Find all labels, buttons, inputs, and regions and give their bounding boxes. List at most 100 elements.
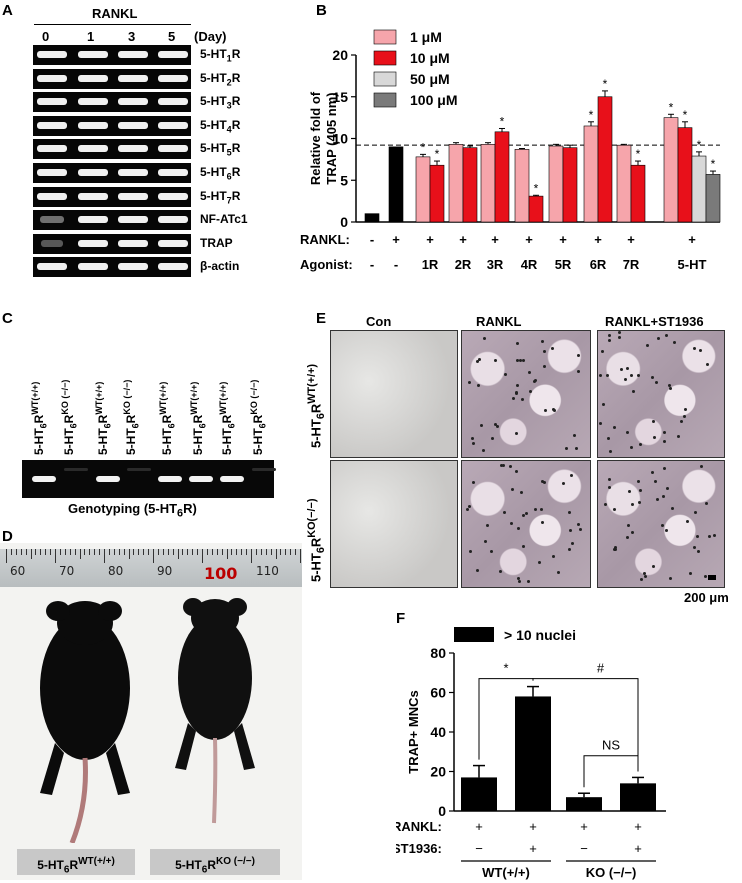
legend-swatch [373, 29, 397, 45]
speck [498, 569, 502, 573]
gene-label: TRAP [200, 235, 233, 250]
speck [608, 486, 612, 490]
micrograph-wt-rankl [461, 330, 591, 458]
speck [478, 357, 482, 361]
speck [605, 373, 609, 377]
bar [415, 156, 431, 223]
speck [568, 510, 572, 514]
ruler-number: 90 [157, 564, 173, 578]
band-ko [64, 468, 88, 471]
speck [692, 347, 696, 351]
gel-band [118, 121, 148, 129]
genotype-gel [22, 460, 276, 498]
speck [540, 508, 544, 511]
gel-band [158, 74, 188, 82]
speck [684, 407, 687, 411]
speck [618, 335, 622, 339]
gel-band [40, 216, 64, 224]
speck [661, 524, 665, 528]
bar [597, 96, 613, 223]
day-5: 5 [168, 29, 176, 44]
speck [516, 341, 519, 345]
significance-star: * [683, 108, 688, 122]
agonist-value: - [370, 257, 374, 272]
speck [552, 554, 556, 558]
speck [664, 529, 668, 533]
speck [655, 498, 659, 502]
speck [708, 535, 712, 539]
speck [639, 488, 643, 492]
speck [653, 479, 657, 483]
ruler-tick [192, 549, 194, 555]
speck [472, 480, 476, 484]
rankl-row-label: RANKL: [300, 232, 350, 247]
gel-band [37, 51, 67, 58]
speck [471, 436, 475, 440]
gel-band [118, 74, 148, 82]
speck [662, 467, 666, 471]
bar [388, 146, 404, 223]
speck [514, 470, 518, 474]
speck [504, 373, 508, 376]
gel-band [118, 51, 148, 58]
micrograph-ko-rankl [461, 460, 591, 588]
agonist-value: 1R [422, 257, 439, 272]
gel-band [78, 98, 108, 106]
speck [608, 478, 612, 481]
y-tick-label: 20 [430, 764, 446, 780]
legend-swatch [373, 71, 397, 87]
panel-letter-d: D [2, 528, 13, 545]
speck [483, 337, 487, 340]
speck [666, 486, 670, 490]
annotation-hash: # [597, 661, 605, 676]
speck [657, 337, 661, 341]
gel-band [78, 263, 108, 271]
panel-letter-f: F [396, 610, 406, 627]
ruler-tick [260, 549, 262, 555]
gel-row [33, 186, 191, 207]
gel-band [37, 121, 67, 129]
bracket-ns [583, 755, 639, 788]
row-label-wt: 5-HT6RWT(+/+) [306, 363, 327, 448]
agonist-value: 5R [555, 257, 572, 272]
y-tick-label: 0 [340, 214, 348, 230]
speck [643, 571, 647, 575]
speck [652, 435, 656, 439]
speck [638, 442, 642, 446]
significance-star: * [421, 140, 426, 154]
gel-row [33, 163, 191, 183]
speck [527, 370, 531, 374]
speck [565, 447, 568, 451]
rankl-value: + [594, 232, 602, 247]
speck [471, 442, 475, 446]
speck [688, 571, 692, 575]
speck [576, 353, 580, 357]
bar [548, 145, 564, 223]
significance-star: * [669, 100, 674, 114]
gel-band [78, 239, 108, 247]
genotyping-caption: Genotyping (5-HT6R) [68, 501, 197, 520]
speck [631, 531, 635, 535]
band-wt [189, 476, 213, 482]
bar [480, 144, 496, 223]
agonist-row-label: Agonist: [300, 257, 353, 272]
rankl-value: + [392, 232, 400, 247]
gene-label: 5-HT1R [200, 47, 241, 64]
gel-band [78, 169, 108, 176]
speck [514, 431, 518, 435]
agonist-value: 2R [455, 257, 472, 272]
significance-star: * [435, 147, 440, 161]
speck [697, 550, 701, 554]
speck [510, 487, 514, 491]
speck [521, 359, 525, 363]
speck [625, 430, 629, 434]
ruler-tick [197, 549, 199, 555]
ruler-tick [251, 549, 252, 563]
ruler-tick [69, 549, 71, 555]
gel-band [78, 192, 108, 200]
ruler-tick [15, 549, 17, 555]
legend-label: 10 μM [410, 50, 450, 66]
speck [520, 491, 524, 495]
speck [694, 510, 698, 514]
speck [607, 339, 611, 343]
